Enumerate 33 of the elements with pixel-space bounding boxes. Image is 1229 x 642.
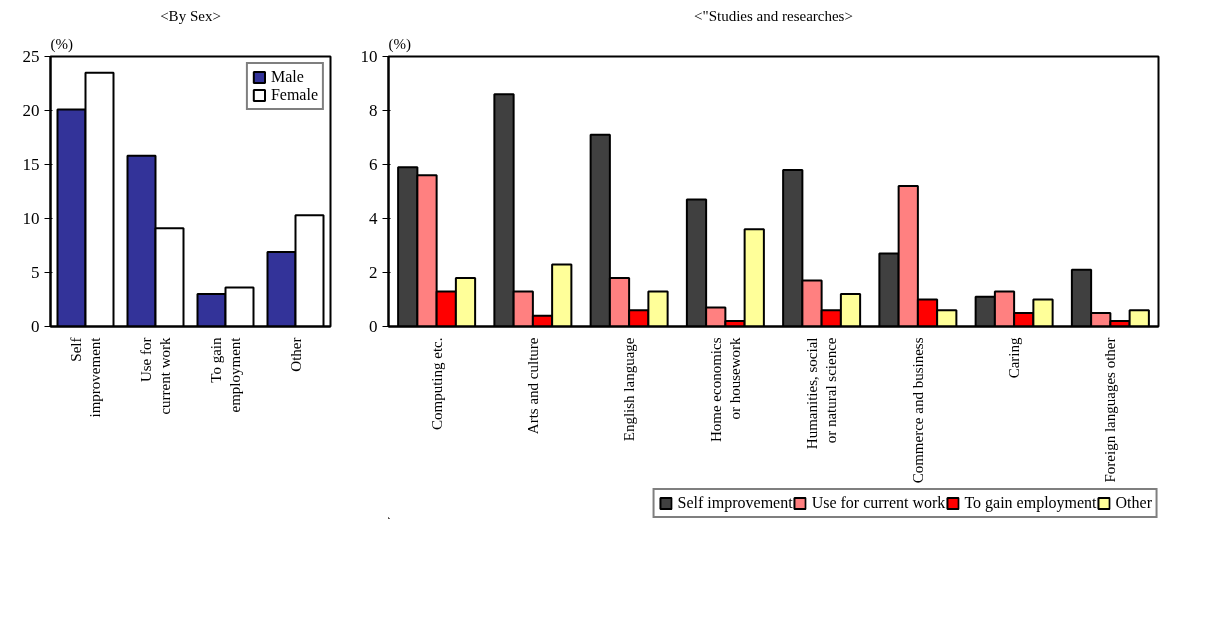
legend-label: Female xyxy=(270,86,318,104)
y-tick-label: 0 xyxy=(31,317,40,336)
x-tick-label: English language xyxy=(621,337,638,442)
legend-label: Use for current work xyxy=(811,494,946,512)
y-tick-label: 2 xyxy=(369,263,378,282)
x-tick-label: Self improvement xyxy=(67,336,104,418)
y-tick-label: 0 xyxy=(369,317,378,336)
chart-title: <By Sex> xyxy=(160,7,221,24)
y-tick-label: 20 xyxy=(22,101,40,120)
y-tick-label: 25 xyxy=(22,47,40,66)
legend-label: Other xyxy=(1115,494,1152,512)
y-tick-label: 5 xyxy=(31,263,40,282)
y-tick-label: 10 xyxy=(360,47,378,66)
x-tick-label: Humanities, social or natural science xyxy=(804,337,840,450)
legend-label: Self improvement xyxy=(677,494,793,512)
x-tick-label: Foreign languages other xyxy=(1102,337,1119,483)
y-tick-label: 8 xyxy=(369,101,378,120)
y-tick-label: 15 xyxy=(22,155,40,174)
y-tick-label: 10 xyxy=(22,209,40,228)
chart-title: <"Studies and researches> xyxy=(694,7,853,24)
x-tick-label: Use for current work xyxy=(137,337,174,415)
y-axis-title: (%) xyxy=(50,35,73,53)
x-tick-label: Commerce and business xyxy=(909,337,926,484)
x-tick-label: Arts and culture xyxy=(524,337,541,435)
legend-label: Male xyxy=(270,68,304,86)
x-tick-label: Caring xyxy=(1006,337,1023,379)
x-tick-label: Other xyxy=(287,337,304,372)
x-tick-label: Computing etc. xyxy=(428,337,445,430)
y-tick-label: 4 xyxy=(369,209,378,228)
legend-label: To gain employment xyxy=(964,494,1097,512)
y-tick-label: 6 xyxy=(369,155,378,174)
y-axis-title: (%) xyxy=(388,35,411,53)
x-tick-label: Home economics or housework xyxy=(707,337,743,443)
